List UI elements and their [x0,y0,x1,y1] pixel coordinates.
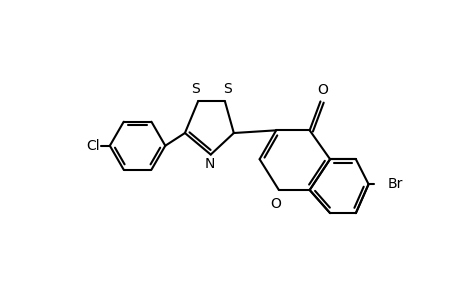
Text: O: O [316,83,327,97]
Text: O: O [270,197,280,211]
Text: S: S [223,82,231,96]
Text: Br: Br [387,177,403,191]
Text: Cl: Cl [86,139,100,153]
Text: N: N [204,157,215,170]
Text: S: S [190,82,199,96]
